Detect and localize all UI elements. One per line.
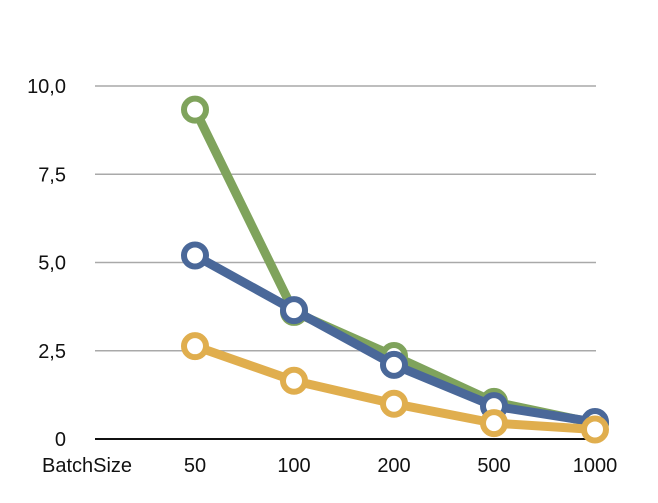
x-axis-ticks: 50 100 200 500 1000 bbox=[184, 455, 617, 477]
series-1 bbox=[181, 95, 609, 438]
series-lines bbox=[181, 95, 609, 444]
x-tick-label: 200 bbox=[377, 455, 410, 477]
x-tick-label: 100 bbox=[277, 455, 310, 477]
x-tick-label: 500 bbox=[477, 455, 510, 477]
data-point bbox=[181, 332, 209, 361]
y-tick-label: 5,0 bbox=[38, 253, 66, 275]
data-point bbox=[380, 350, 408, 379]
x-tick-label: 1000 bbox=[573, 455, 618, 477]
data-point bbox=[280, 366, 308, 395]
y-tick-label: 7,5 bbox=[38, 164, 66, 186]
y-axis-ticks: 0 2,5 5,0 7,5 10,0 bbox=[27, 76, 66, 451]
gridlines bbox=[95, 85, 596, 440]
series-2 bbox=[181, 241, 609, 437]
data-point bbox=[280, 296, 308, 325]
data-point bbox=[480, 409, 508, 438]
y-tick-label: 0 bbox=[55, 429, 66, 451]
series-3 bbox=[181, 332, 609, 444]
x-axis-title: BatchSize bbox=[42, 455, 132, 477]
y-tick-label: 10,0 bbox=[27, 76, 66, 98]
x-tick-label: 50 bbox=[184, 455, 206, 477]
data-point bbox=[181, 95, 209, 124]
data-point bbox=[581, 415, 609, 444]
data-point bbox=[380, 389, 408, 418]
data-point bbox=[181, 241, 209, 270]
y-tick-label: 2,5 bbox=[38, 341, 66, 363]
